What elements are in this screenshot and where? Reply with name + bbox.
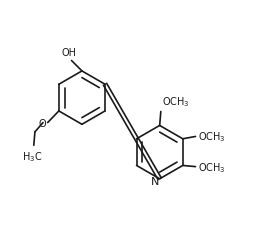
- Text: OCH$_3$: OCH$_3$: [198, 129, 226, 143]
- Text: O: O: [39, 118, 47, 128]
- Text: OCH$_3$: OCH$_3$: [198, 161, 226, 174]
- Text: OH: OH: [62, 48, 77, 58]
- Text: OCH$_3$: OCH$_3$: [162, 95, 190, 109]
- Text: H$_3$C: H$_3$C: [23, 150, 43, 164]
- Text: N: N: [151, 176, 160, 186]
